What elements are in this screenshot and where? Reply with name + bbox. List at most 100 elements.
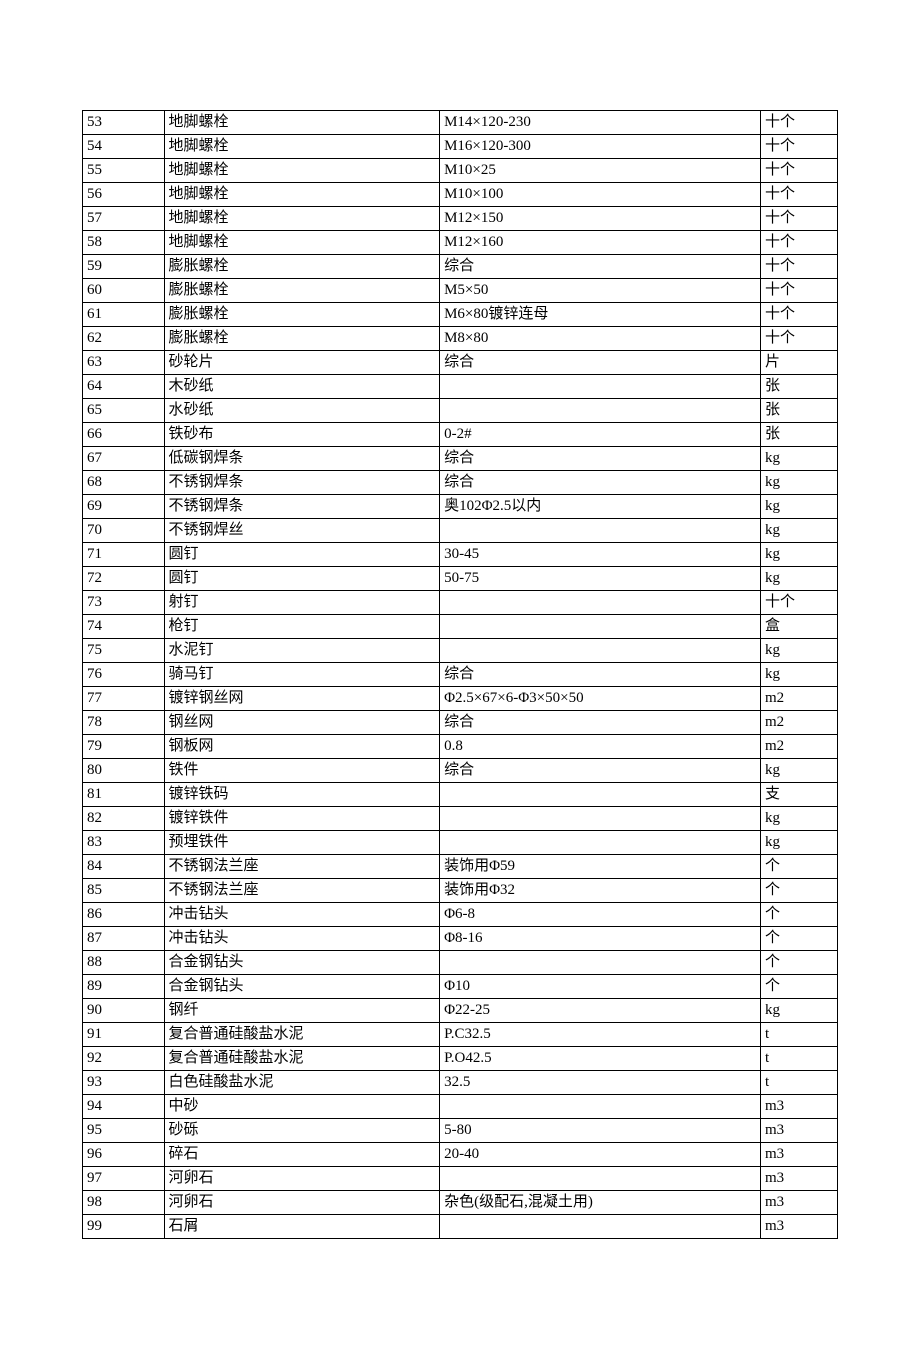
table-row: 57地脚螺栓M12×150十个	[83, 207, 838, 231]
table-cell: 十个	[760, 591, 837, 615]
table-cell: 0.8	[440, 735, 761, 759]
table-row: 86冲击钻头Φ6-8个	[83, 903, 838, 927]
table-cell: 84	[83, 855, 165, 879]
table-cell: 水泥钉	[164, 639, 440, 663]
table-cell: M5×50	[440, 279, 761, 303]
table-cell: 盒	[760, 615, 837, 639]
table-row: 80铁件综合kg	[83, 759, 838, 783]
table-cell: m2	[760, 735, 837, 759]
table-cell: 砂轮片	[164, 351, 440, 375]
table-row: 66铁砂布0-2#张	[83, 423, 838, 447]
table-cell: 72	[83, 567, 165, 591]
table-row: 87冲击钻头Φ8-16个	[83, 927, 838, 951]
table-cell: m3	[760, 1167, 837, 1191]
table-cell: Φ10	[440, 975, 761, 999]
table-cell: 地脚螺栓	[164, 111, 440, 135]
table-cell: 74	[83, 615, 165, 639]
table-row: 90钢纤Φ22-25kg	[83, 999, 838, 1023]
table-cell	[440, 375, 761, 399]
table-cell: 枪钉	[164, 615, 440, 639]
table-cell: 十个	[760, 207, 837, 231]
table-cell: 铁件	[164, 759, 440, 783]
table-cell: 98	[83, 1191, 165, 1215]
table-cell: 综合	[440, 255, 761, 279]
table-cell: Φ22-25	[440, 999, 761, 1023]
table-cell: 镀锌铁件	[164, 807, 440, 831]
table-cell: 87	[83, 927, 165, 951]
table-cell: 30-45	[440, 543, 761, 567]
table-row: 96碎石20-40m3	[83, 1143, 838, 1167]
table-cell: 79	[83, 735, 165, 759]
table-cell: m3	[760, 1119, 837, 1143]
table-cell: 十个	[760, 135, 837, 159]
table-cell: 97	[83, 1167, 165, 1191]
page-container: 53地脚螺栓M14×120-230十个54地脚螺栓M16×120-300十个55…	[0, 0, 920, 1349]
table-cell: 个	[760, 951, 837, 975]
table-cell: 镀锌铁码	[164, 783, 440, 807]
table-cell: 56	[83, 183, 165, 207]
table-cell: 冲击钻头	[164, 927, 440, 951]
table-cell: 综合	[440, 471, 761, 495]
table-row: 72圆钉50-75kg	[83, 567, 838, 591]
table-cell: kg	[760, 663, 837, 687]
table-row: 88合金钢钻头个	[83, 951, 838, 975]
table-cell: kg	[760, 471, 837, 495]
table-cell: 铁砂布	[164, 423, 440, 447]
table-cell: 80	[83, 759, 165, 783]
table-cell: 66	[83, 423, 165, 447]
table-cell: 张	[760, 399, 837, 423]
table-cell: 复合普通硅酸盐水泥	[164, 1047, 440, 1071]
table-cell: kg	[760, 543, 837, 567]
table-cell: 86	[83, 903, 165, 927]
table-cell: Φ8-16	[440, 927, 761, 951]
table-cell: 53	[83, 111, 165, 135]
table-cell: kg	[760, 519, 837, 543]
table-cell: 中砂	[164, 1095, 440, 1119]
table-row: 82镀锌铁件kg	[83, 807, 838, 831]
table-cell: M10×100	[440, 183, 761, 207]
table-cell: 0-2#	[440, 423, 761, 447]
table-cell: 地脚螺栓	[164, 159, 440, 183]
table-cell: M8×80	[440, 327, 761, 351]
table-cell: 十个	[760, 231, 837, 255]
table-cell: 骑马钉	[164, 663, 440, 687]
table-row: 95砂砾5-80m3	[83, 1119, 838, 1143]
table-cell: M14×120-230	[440, 111, 761, 135]
table-cell: 不锈钢法兰座	[164, 879, 440, 903]
table-cell: 砂砾	[164, 1119, 440, 1143]
table-cell: M10×25	[440, 159, 761, 183]
table-cell: 59	[83, 255, 165, 279]
table-cell: kg	[760, 639, 837, 663]
table-cell: 96	[83, 1143, 165, 1167]
table-cell: m3	[760, 1215, 837, 1239]
table-cell: 十个	[760, 279, 837, 303]
table-cell: kg	[760, 495, 837, 519]
table-row: 70不锈钢焊丝kg	[83, 519, 838, 543]
table-cell: 钢丝网	[164, 711, 440, 735]
table-row: 91复合普通硅酸盐水泥P.C32.5t	[83, 1023, 838, 1047]
table-cell: 68	[83, 471, 165, 495]
table-cell: 90	[83, 999, 165, 1023]
table-cell: 77	[83, 687, 165, 711]
table-cell: 圆钉	[164, 543, 440, 567]
table-cell: 69	[83, 495, 165, 519]
table-cell: 膨胀螺栓	[164, 279, 440, 303]
table-cell: 复合普通硅酸盐水泥	[164, 1023, 440, 1047]
table-cell: 碎石	[164, 1143, 440, 1167]
table-cell: 50-75	[440, 567, 761, 591]
table-cell: M12×160	[440, 231, 761, 255]
table-cell: 64	[83, 375, 165, 399]
table-cell: 低碳钢焊条	[164, 447, 440, 471]
table-row: 76骑马钉综合kg	[83, 663, 838, 687]
table-cell: m2	[760, 687, 837, 711]
table-cell: 65	[83, 399, 165, 423]
table-row: 55地脚螺栓M10×25十个	[83, 159, 838, 183]
table-cell: 奥102Φ2.5以内	[440, 495, 761, 519]
table-cell: kg	[760, 447, 837, 471]
table-cell: 91	[83, 1023, 165, 1047]
table-cell: 冲击钻头	[164, 903, 440, 927]
table-cell: 不锈钢焊条	[164, 471, 440, 495]
table-row: 64木砂纸张	[83, 375, 838, 399]
table-cell: 75	[83, 639, 165, 663]
table-cell: 河卵石	[164, 1167, 440, 1191]
